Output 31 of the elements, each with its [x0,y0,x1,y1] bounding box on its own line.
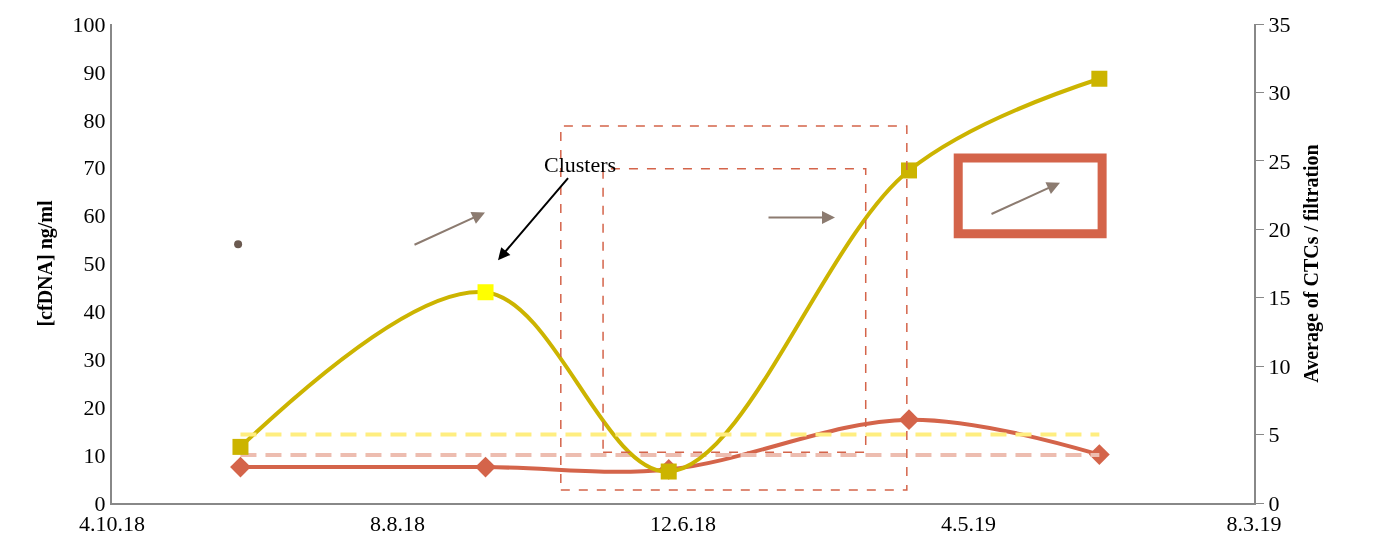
y2-tick-label: 15 [1268,285,1291,311]
point [475,456,496,478]
y-tick-label: 100 [72,11,106,37]
y-tick-label: 50 [83,251,106,277]
y2-tick-label: 30 [1268,80,1291,106]
x-tick-label: 8.8.18 [370,511,425,537]
point [901,162,918,179]
x-tick-label: 4.5.19 [941,511,996,537]
annotation: Clusters [544,152,617,177]
y2-tick-label: 10 [1268,353,1291,379]
y2-tick-label: 20 [1268,216,1291,242]
point [232,438,249,455]
y2-tick-label: 5 [1268,422,1280,448]
y-axis-title: [cfDNA] ng/ml [33,200,57,327]
y-tick-label: 70 [83,155,106,181]
point [1091,70,1108,87]
y-tick-label: 10 [83,442,106,468]
y2-axis-title: Average of CTCs / filtration [1300,144,1324,383]
y-tick-label: 60 [83,203,106,229]
point [477,284,494,301]
x-tick-label: 12.6.18 [650,511,716,537]
point [234,240,243,249]
y-tick-label: 30 [83,347,106,372]
y-tick-label: 90 [83,59,106,85]
y-tick-label: 40 [83,299,106,325]
point [230,456,251,478]
y2-tick-label: 25 [1268,148,1291,174]
y-tick-label: 80 [83,107,106,133]
y-tick-label: 20 [83,394,106,420]
point [898,409,920,431]
y2-tick-label: 35 [1268,11,1291,37]
